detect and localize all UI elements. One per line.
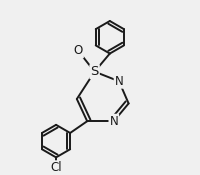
Text: N: N: [114, 75, 123, 88]
Text: O: O: [73, 44, 83, 57]
Text: Cl: Cl: [50, 161, 62, 174]
Text: N: N: [109, 115, 118, 128]
Text: S: S: [90, 65, 98, 78]
